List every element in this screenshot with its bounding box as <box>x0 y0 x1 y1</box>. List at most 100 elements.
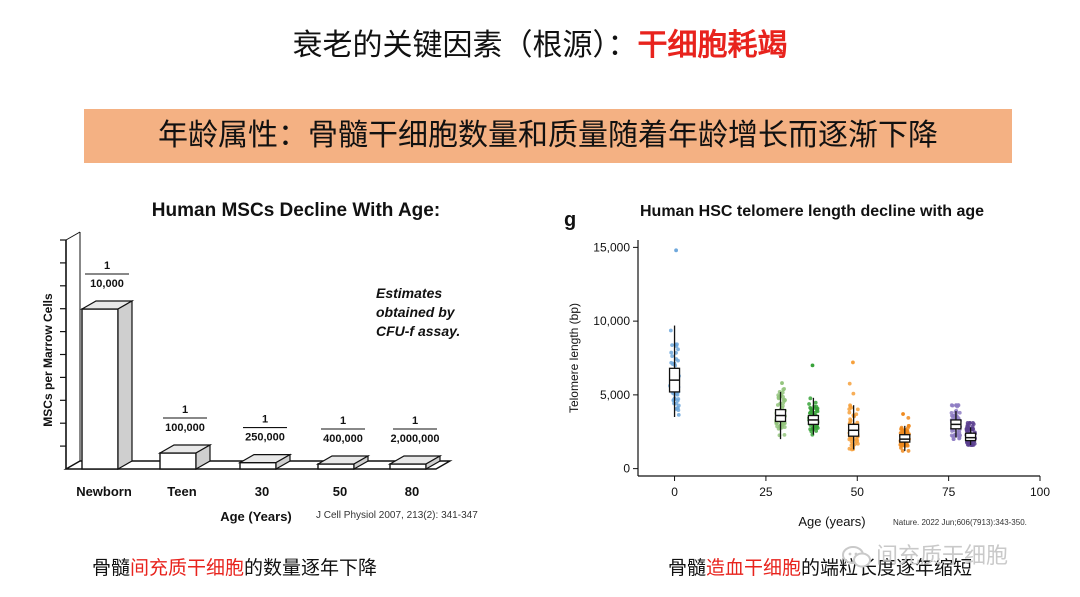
data-point <box>780 381 784 385</box>
slide-title: 衰老的关键因素（根源）：干细胞耗竭 <box>0 20 1080 64</box>
x-tick-label: 25 <box>759 485 773 499</box>
caption-left-prefix: 骨髓 <box>92 557 131 579</box>
data-point <box>676 408 681 413</box>
data-point <box>782 398 787 403</box>
caption-left-suffix: 的数量逐年下降 <box>244 557 378 579</box>
y-tick-label: 5,000 <box>600 388 630 402</box>
data-point <box>676 403 681 408</box>
caption-right-prefix: 骨髓 <box>668 557 707 579</box>
data-point <box>813 400 818 405</box>
x-tick-label: 80 <box>405 484 419 499</box>
data-point <box>674 391 679 396</box>
caption-left-red: 间充质干细胞 <box>130 557 245 579</box>
title-prefix: 衰老的关键因素（根源）： <box>292 28 638 63</box>
data-point <box>855 407 860 412</box>
data-point <box>956 416 961 421</box>
data-point <box>900 449 905 453</box>
data-point <box>847 410 852 415</box>
caption-left: 骨髓间充质干细胞的数量逐年下降 <box>92 553 377 580</box>
bar-side <box>275 453 291 471</box>
citation: J Cell Physiol 2007, 213(2): 341-347 <box>316 510 478 521</box>
bar-side <box>195 443 211 471</box>
y-axis-label: Telomere length (bp) <box>567 303 581 413</box>
x-axis-label: Age (years) <box>798 514 865 529</box>
bar-side <box>353 454 369 471</box>
data-point <box>950 429 954 433</box>
data-point <box>776 396 781 401</box>
citation: Nature. 2022 Jun;606(7913):343-350. <box>893 518 1027 527</box>
chart-title: Human HSC telomere length decline with a… <box>640 203 984 220</box>
caption-right-red: 造血干细胞 <box>706 557 802 579</box>
data-point <box>674 248 678 253</box>
data-point <box>856 441 860 446</box>
data-point <box>899 427 904 432</box>
data-point <box>813 424 818 429</box>
data-point <box>676 412 681 417</box>
data-point <box>670 354 675 358</box>
bar <box>81 308 119 470</box>
data-point <box>676 358 680 363</box>
panel-label: g <box>564 209 576 231</box>
bar-label-denominator: 2,000,000 <box>391 433 440 445</box>
annotation-line: CFU-f assay. <box>376 323 460 339</box>
data-point <box>808 396 813 401</box>
data-point <box>898 442 903 447</box>
watermark: 间充质干细胞 <box>842 538 1008 570</box>
bar <box>239 461 277 470</box>
data-point <box>668 328 673 333</box>
data-point <box>901 412 905 416</box>
data-point <box>906 426 910 430</box>
x-tick-label: 50 <box>851 485 865 499</box>
data-point <box>957 433 962 438</box>
data-point <box>780 404 785 408</box>
bar-label-denominator: 400,000 <box>323 433 363 445</box>
y-tick-label: 10,000 <box>593 314 630 328</box>
data-point <box>855 420 860 425</box>
data-point <box>669 360 674 365</box>
data-point <box>809 410 814 415</box>
x-tick-label: Newborn <box>76 484 132 499</box>
y-tick-label: 0 <box>623 462 630 476</box>
data-point <box>954 403 958 408</box>
x-tick-label: Teen <box>167 484 196 499</box>
data-point <box>774 421 779 426</box>
watermark-text: 间充质干细胞 <box>876 544 1009 569</box>
data-point <box>810 363 815 368</box>
bar-side <box>425 454 441 471</box>
data-point <box>955 430 960 434</box>
data-point <box>967 421 972 425</box>
data-point <box>782 421 787 426</box>
y-axis-wall-top <box>65 231 81 241</box>
data-point <box>675 342 679 347</box>
data-point <box>782 433 787 437</box>
data-point <box>782 387 787 391</box>
x-tick-label: 0 <box>671 485 678 499</box>
data-point <box>906 416 911 420</box>
bar-label-numerator: 1 <box>104 260 110 272</box>
data-point <box>781 395 785 399</box>
bar <box>317 463 355 470</box>
data-point <box>949 410 954 415</box>
bar <box>389 463 427 470</box>
data-point <box>676 347 680 352</box>
caption-right-suffix: 的端粒长度逐年缩短 <box>801 557 973 579</box>
y-axis-label: MSCs per Marrow Cells <box>41 293 55 427</box>
data-point <box>848 418 853 423</box>
bar-label-denominator: 100,000 <box>165 422 205 434</box>
bar-label-numerator: 1 <box>340 415 346 427</box>
bar-label-numerator: 1 <box>412 415 418 427</box>
data-point <box>854 412 859 417</box>
data-point <box>670 343 674 348</box>
caption-right: 骨髓造血干细胞的端粒长度逐年缩短 <box>668 553 972 580</box>
bar-side <box>117 299 133 471</box>
data-point <box>669 350 674 355</box>
x-axis-label: Age (Years) <box>220 509 292 524</box>
data-point <box>849 447 854 452</box>
x-tick-label: 100 <box>1030 485 1050 499</box>
data-point <box>847 381 852 386</box>
bar-label-denominator: 250,000 <box>245 432 285 444</box>
data-point <box>949 403 954 408</box>
wechat-icon <box>842 546 871 568</box>
data-point <box>851 360 855 365</box>
chart-title: Human MSCs Decline With Age: <box>152 200 440 221</box>
